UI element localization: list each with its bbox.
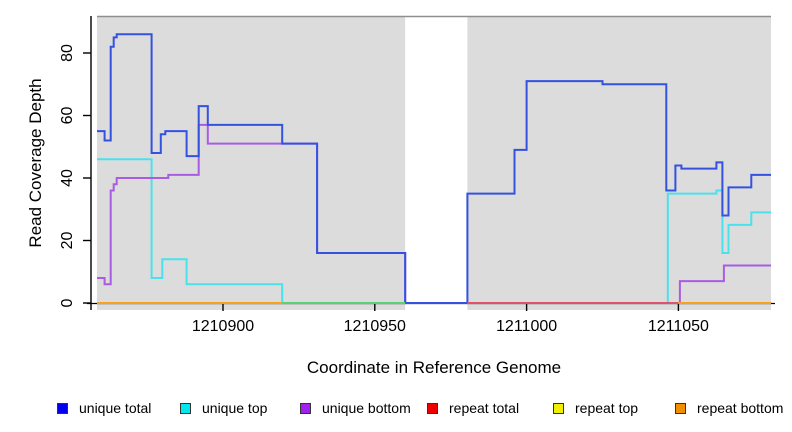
legend-label: unique bottom [322, 400, 411, 416]
legend-swatch-repeat-bottom-icon [675, 402, 686, 414]
svg-text:1210950: 1210950 [344, 318, 406, 335]
legend-item-unique-bottom: unique bottom [300, 399, 411, 417]
legend: unique total unique top unique bottom re… [0, 399, 792, 419]
legend-label: repeat bottom [697, 400, 784, 416]
legend-item-unique-top: unique top [180, 399, 267, 417]
legend-label: unique total [79, 400, 152, 416]
y-axis-title: Read Coverage Depth [26, 78, 45, 248]
x-axis-title: Coordinate in Reference Genome [306, 358, 562, 377]
legend-item-repeat-total: repeat total [427, 399, 519, 417]
legend-swatch-unique-top-icon [180, 402, 191, 414]
legend-swatch-repeat-total-icon [427, 402, 438, 414]
legend-swatch-unique-bottom-icon [300, 402, 311, 414]
legend-swatch-repeat-top-icon [553, 402, 564, 414]
legend-item-unique-total: unique total [57, 399, 151, 417]
legend-item-repeat-bottom: repeat bottom [675, 399, 783, 417]
svg-text:1211000: 1211000 [496, 318, 557, 335]
legend-item-repeat-top: repeat top [553, 399, 638, 417]
legend-swatch-unique-total-icon [57, 402, 68, 414]
legend-label: repeat total [449, 400, 520, 416]
svg-text:80: 80 [59, 44, 76, 62]
svg-text:40: 40 [59, 169, 76, 187]
legend-label: unique top [202, 400, 268, 416]
svg-text:1211050: 1211050 [648, 318, 709, 335]
svg-text:1210900: 1210900 [192, 318, 254, 335]
svg-text:20: 20 [59, 232, 76, 250]
svg-text:60: 60 [59, 107, 76, 125]
svg-text:0: 0 [59, 298, 76, 307]
legend-label: repeat top [575, 400, 639, 416]
